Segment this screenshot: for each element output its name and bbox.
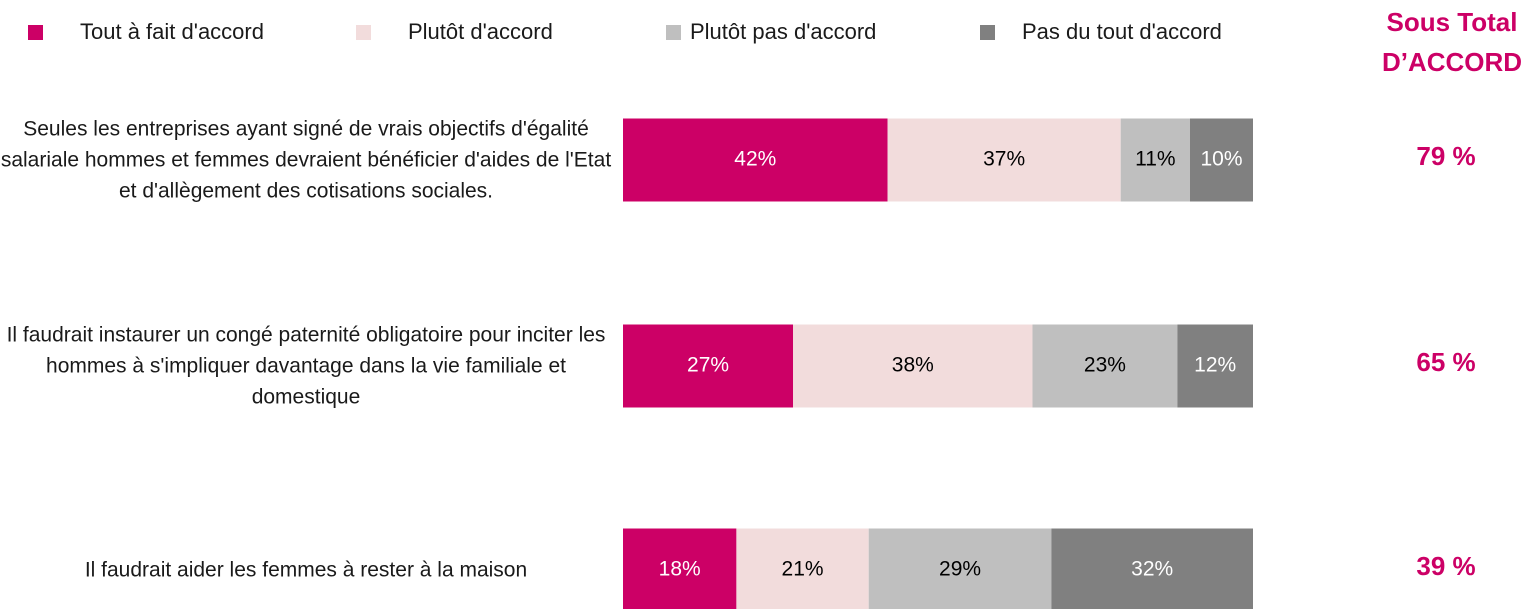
value-label: 32% bbox=[1131, 558, 1173, 581]
legend-swatch bbox=[980, 25, 995, 40]
subtotal-value: 65 % bbox=[1416, 347, 1475, 377]
value-label: 42% bbox=[734, 148, 776, 171]
bar-segment bbox=[1032, 324, 1178, 408]
value-label: 37% bbox=[983, 148, 1025, 171]
bar-segment bbox=[887, 118, 1121, 202]
subtotal-value: 79 % bbox=[1416, 141, 1475, 171]
value-label: 29% bbox=[939, 558, 981, 581]
value-label: 27% bbox=[687, 354, 729, 377]
bar-segment bbox=[1177, 324, 1253, 408]
value-label: 38% bbox=[892, 354, 934, 377]
category-label: Il faudrait instaurer un congé paternité… bbox=[6, 323, 606, 409]
bar-segment bbox=[868, 528, 1052, 609]
subtotal-title: Sous Total D’ACCORD bbox=[1381, 7, 1523, 77]
value-label: 18% bbox=[659, 558, 701, 581]
legend-label: Plutôt d'accord bbox=[408, 19, 553, 44]
value-label: 23% bbox=[1084, 354, 1126, 377]
legend-label: Pas du tout d'accord bbox=[1022, 19, 1222, 44]
value-label: 10% bbox=[1200, 148, 1242, 171]
bar-segment bbox=[623, 324, 794, 408]
subtotal-value: 39 % bbox=[1416, 551, 1475, 581]
bar-segment bbox=[623, 118, 888, 202]
bar-segment bbox=[623, 528, 737, 609]
category-label: Seules les entreprises ayant signé de vr… bbox=[0, 117, 612, 203]
bar-segment bbox=[736, 528, 869, 609]
legend-swatch bbox=[28, 25, 43, 40]
bar-segment bbox=[793, 324, 1033, 408]
bar-segment bbox=[1051, 528, 1253, 609]
legend-swatch bbox=[356, 25, 371, 40]
value-label: 21% bbox=[782, 558, 824, 581]
legend-label: Tout à fait d'accord bbox=[80, 19, 264, 44]
category-label: Il faudrait aider les femmes à rester à … bbox=[84, 558, 528, 582]
legend-label: Plutôt pas d'accord bbox=[690, 19, 876, 44]
value-label: 12% bbox=[1194, 354, 1236, 377]
bar-segment bbox=[1120, 118, 1190, 202]
bar-segment bbox=[1190, 118, 1253, 202]
value-label: 11% bbox=[1135, 148, 1175, 171]
legend-swatch bbox=[666, 25, 681, 40]
